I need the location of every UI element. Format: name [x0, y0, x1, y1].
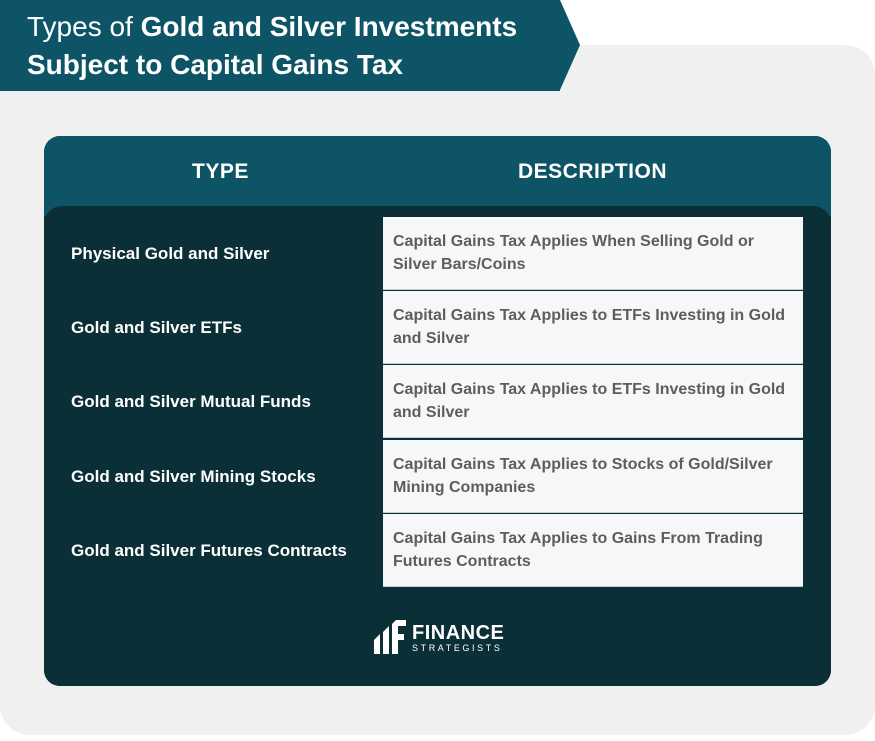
- table-row: Gold and Silver Mutual Funds Capital Gai…: [44, 365, 831, 439]
- logo-text-secondary: STRATEGISTS: [412, 643, 503, 653]
- title-bold-line2: Subject to Capital Gains Tax: [27, 49, 404, 80]
- description-cell: Capital Gains Tax Applies to ETFs Invest…: [383, 365, 803, 438]
- title-bold-line1: Gold and Silver Investments: [140, 11, 518, 42]
- logo-text-primary: FINANCE: [412, 622, 505, 644]
- table-row: Physical Gold and Silver Capital Gains T…: [44, 217, 831, 291]
- finance-strategists-logo: FINANCE STRATEGISTS: [372, 620, 512, 656]
- logo-mark-icon: [374, 620, 406, 654]
- title-banner-arrow: [560, 0, 580, 90]
- type-cell: Gold and Silver ETFs: [71, 318, 242, 337]
- header-description: DESCRIPTION: [518, 160, 668, 183]
- table-header: TYPE DESCRIPTION: [44, 136, 831, 216]
- title-banner: [0, 0, 560, 91]
- description-cell: Capital Gains Tax Applies to Stocks of G…: [383, 440, 803, 513]
- table-row: Gold and Silver ETFs Capital Gains Tax A…: [44, 291, 831, 365]
- type-cell: Physical Gold and Silver: [71, 244, 270, 263]
- title-prefix: Types of: [27, 11, 141, 42]
- type-cell: Gold and Silver Mutual Funds: [71, 392, 311, 411]
- type-cell: Gold and Silver Mining Stocks: [71, 467, 316, 486]
- type-cell: Gold and Silver Futures Contracts: [71, 541, 347, 560]
- description-cell: Capital Gains Tax Applies to ETFs Invest…: [383, 291, 803, 364]
- header-type: TYPE: [192, 160, 249, 183]
- table-row: Gold and Silver Futures Contracts Capita…: [44, 514, 831, 588]
- description-cell: Capital Gains Tax Applies to Gains From …: [383, 514, 803, 587]
- page-title: Types of Gold and Silver Investments Subj…: [27, 8, 517, 84]
- description-cell: Capital Gains Tax Applies When Selling G…: [383, 217, 803, 290]
- table-row: Gold and Silver Mining Stocks Capital Ga…: [44, 440, 831, 514]
- investment-table: TYPE DESCRIPTION Physical Gold and Silve…: [44, 136, 831, 686]
